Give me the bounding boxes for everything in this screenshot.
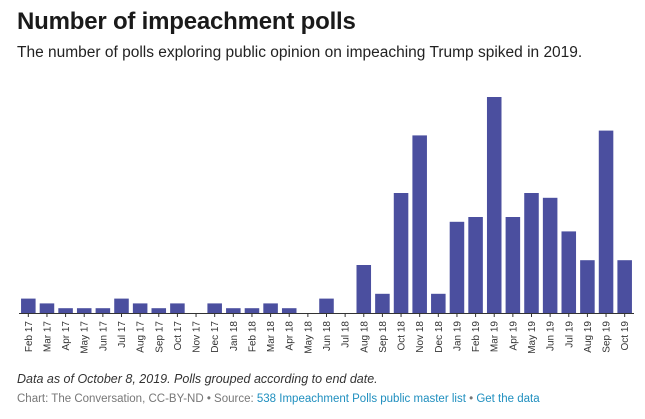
bar-jun-17 xyxy=(95,308,111,313)
x-tick-label: Jun 18 xyxy=(322,321,333,351)
bar-nov-18 xyxy=(412,135,427,313)
x-tick-label: Feb 17 xyxy=(24,321,35,353)
bar-aug-19 xyxy=(580,260,595,313)
x-tick-label: Jul 18 xyxy=(341,321,352,348)
source-separator: • Source: xyxy=(203,393,257,405)
x-tick-label: Sep 17 xyxy=(154,321,165,353)
bar-mar-19 xyxy=(486,97,502,313)
bar-aug-18 xyxy=(356,265,372,313)
bar-jul-19 xyxy=(561,231,577,313)
x-tick-label: Oct 18 xyxy=(397,321,408,351)
x-tick-label: Feb 19 xyxy=(471,321,482,353)
bar-apr-17 xyxy=(58,308,73,313)
x-tick-label: Aug 17 xyxy=(136,321,147,353)
x-tick-label: Aug 18 xyxy=(359,321,370,353)
x-tick-label: Aug 19 xyxy=(583,321,594,353)
bar-mar-18 xyxy=(263,303,278,313)
x-tick-label: Oct 17 xyxy=(173,321,184,351)
x-tick-label: Mar 18 xyxy=(266,321,277,353)
bar-sep-18 xyxy=(375,293,390,313)
x-tick-label: Jan 19 xyxy=(452,321,463,351)
bar-dec-17 xyxy=(207,303,222,313)
chart-subtitle: The number of polls exploring public opi… xyxy=(17,44,583,61)
x-tick-label: Apr 18 xyxy=(285,321,296,351)
bar-feb-18 xyxy=(244,308,260,313)
x-tick-label: Sep 19 xyxy=(602,321,613,353)
bar-may-17 xyxy=(76,308,92,313)
bar-apr-19 xyxy=(505,217,521,313)
x-tick-label: Nov 17 xyxy=(192,321,203,353)
x-tick-label: Jul 17 xyxy=(117,321,128,348)
chart-title: Number of impeachment polls xyxy=(17,8,356,35)
x-tick-label: Dec 17 xyxy=(210,321,221,353)
x-tick-label: Feb 18 xyxy=(247,321,258,353)
x-tick-label: Apr 17 xyxy=(61,321,72,351)
bar-may-19 xyxy=(524,193,539,313)
link-separator: • xyxy=(465,393,477,405)
bar-jan-18 xyxy=(226,308,241,313)
x-tick-label: May 17 xyxy=(80,321,91,354)
bar-jun-19 xyxy=(542,197,558,313)
bar-feb-17 xyxy=(21,298,36,313)
x-tick-label: Oct 19 xyxy=(620,321,631,351)
bar-sep-19 xyxy=(598,130,614,313)
x-tick-label: Jun 19 xyxy=(546,321,557,351)
x-tick-label: Jul 19 xyxy=(564,321,575,348)
bar-jun-18 xyxy=(319,298,334,313)
bar-aug-17 xyxy=(132,303,148,313)
bar-dec-18 xyxy=(431,293,446,313)
bar-oct-17 xyxy=(170,303,185,313)
x-tick-label: Apr 19 xyxy=(508,321,519,351)
bars-group xyxy=(21,97,632,313)
credit-text: Chart: The Conversation, CC-BY-ND xyxy=(17,393,204,405)
x-axis-ticks: Feb 17 Mar 17 Apr 17 May 17 Jun 17 Jul 17 Aug … xyxy=(24,313,631,354)
x-tick-label: May 19 xyxy=(527,321,538,354)
bar-jul-17 xyxy=(114,298,129,313)
bar-apr-18 xyxy=(281,308,297,313)
source-link[interactable]: 538 Impeachment Polls public master list xyxy=(256,393,466,405)
x-tick-label: Nov 18 xyxy=(415,321,426,353)
x-tick-label: Jan 18 xyxy=(229,321,240,351)
bar-feb-19 xyxy=(468,217,483,313)
bar-mar-17 xyxy=(39,303,55,313)
bar-sep-17 xyxy=(151,308,167,313)
bar-jan-19 xyxy=(449,221,465,313)
x-tick-label: Sep 18 xyxy=(378,321,389,353)
x-tick-label: Mar 19 xyxy=(490,321,501,353)
data-note: Data as of October 8, 2019. Polls groupe… xyxy=(17,372,378,386)
x-tick-label: Dec 18 xyxy=(434,321,445,353)
bar-oct-19 xyxy=(617,260,632,313)
get-data-link[interactable]: Get the data xyxy=(476,393,540,405)
x-tick-label: Jun 17 xyxy=(98,321,109,351)
x-tick-label: May 18 xyxy=(303,321,314,354)
bar-oct-18 xyxy=(393,193,409,313)
x-tick-label: Mar 17 xyxy=(42,321,53,353)
chart-footer: Chart: The Conversation, CC-BY-ND • Sour… xyxy=(17,393,540,405)
